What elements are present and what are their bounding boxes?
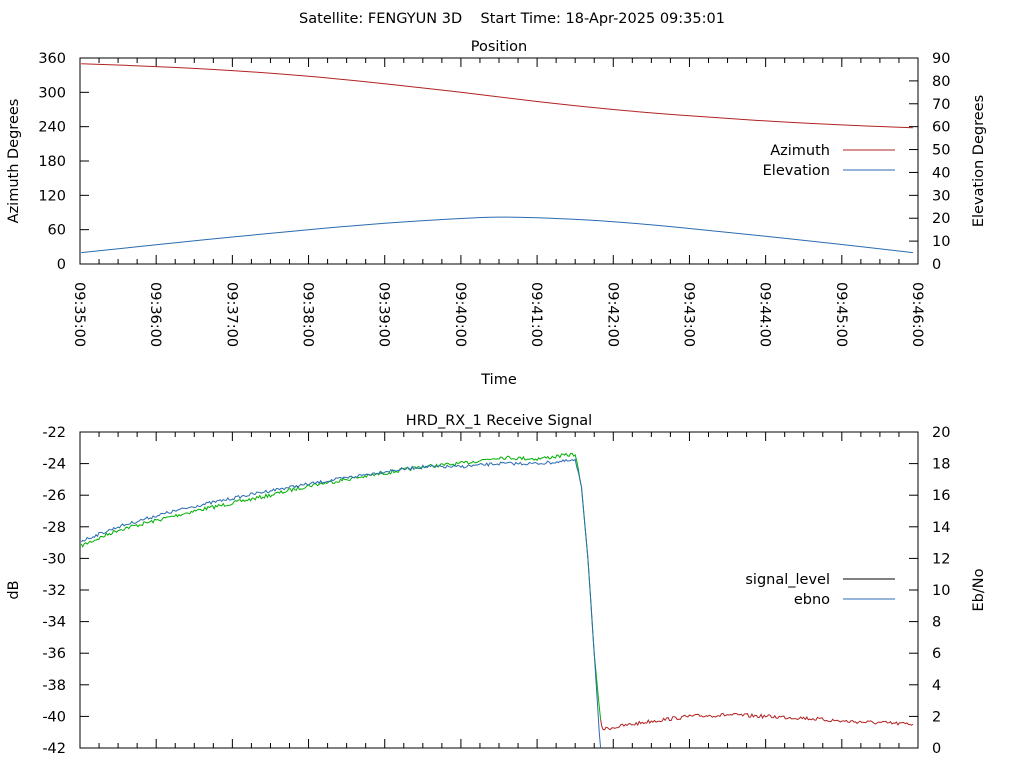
x-tick-label: 09:40:00 [452, 282, 468, 347]
y2-axis-label: Elevation Degrees [971, 95, 987, 227]
y2-axis-label: Eb/No [971, 568, 987, 611]
x-tick-label: 09:46:00 [909, 282, 925, 347]
series-line-Elevation [81, 216, 913, 254]
x-tick-label: 09:44:00 [757, 282, 773, 347]
y-tick-label: 0 [57, 257, 66, 273]
y2-tick-label: 70 [932, 97, 950, 113]
legend-label: Azimuth [770, 143, 830, 159]
y-axis-label: Azimuth Degrees [6, 99, 22, 224]
y-tick-label: -38 [42, 678, 66, 694]
y2-tick-label: 16 [932, 488, 950, 504]
legend-label: signal_level [745, 572, 830, 588]
y2-tick-label: 0 [932, 257, 941, 273]
plot-frame [79, 431, 919, 749]
chart-title: HRD_RX_1 Receive Signal [406, 413, 592, 429]
y2-tick-label: 6 [932, 646, 941, 662]
x-tick-label: 09:36:00 [147, 282, 163, 347]
y2-tick-label: 20 [932, 211, 950, 227]
series-line-signal_level [80, 452, 602, 720]
legend-label: Elevation [763, 163, 830, 179]
x-tick-label: 09:35:00 [71, 282, 87, 347]
y2-tick-label: 30 [932, 188, 950, 204]
y2-tick-label: 2 [932, 709, 941, 725]
y-axis-label: dB [6, 580, 22, 599]
page-title: Satellite: FENGYUN 3D Start Time: 18-Apr… [299, 11, 725, 27]
y-tick-label: 120 [38, 188, 66, 204]
y-tick-label: -32 [42, 583, 66, 599]
chart-title: Position [471, 39, 527, 55]
plot-frame [79, 57, 919, 265]
x-tick-label: 09:45:00 [833, 282, 849, 347]
x-tick-label: 09:43:00 [680, 282, 696, 347]
y-tick-label: 60 [48, 223, 66, 239]
y-tick-label: -22 [42, 425, 66, 441]
y2-tick-label: 60 [932, 120, 950, 136]
legend-label: ebno [794, 592, 830, 608]
y-tick-label: 240 [38, 120, 66, 136]
y-tick-label: -26 [42, 488, 66, 504]
series-line-Azimuth [81, 63, 913, 129]
y-tick-label: -28 [42, 520, 66, 536]
y2-tick-label: 50 [932, 143, 950, 159]
y2-tick-label: 10 [932, 234, 950, 250]
y-tick-label: 300 [38, 85, 66, 101]
y2-tick-label: 20 [932, 425, 950, 441]
series-line-ebno [80, 458, 602, 749]
y-tick-label: 360 [38, 51, 66, 67]
y2-tick-label: 12 [932, 551, 950, 567]
x-axis-label: Time [480, 372, 517, 388]
y-tick-label: -34 [42, 615, 66, 631]
y-tick-label: -40 [42, 709, 66, 725]
signal-chart: HRD_RX_1 Receive Signal -42 -40 -38 -36 -34 -3… [6, 413, 987, 757]
y-tick-label: 180 [38, 154, 66, 170]
y2-tick-label: 40 [932, 165, 950, 181]
x-tick-label: 09:38:00 [300, 282, 316, 347]
y-tick-label: -24 [42, 457, 66, 473]
y2-tick-label: 90 [932, 51, 950, 67]
position-chart: Position 0 60 120 180 240 300 360 0 10 20 30 40 50 60 7… [6, 39, 987, 388]
y2-tick-label: 80 [932, 74, 950, 90]
y-tick-label: -30 [42, 551, 66, 567]
y2-tick-label: 4 [932, 678, 941, 694]
y2-tick-label: 18 [932, 457, 950, 473]
y-tick-label: -42 [42, 741, 66, 757]
x-tick-label: 09:37:00 [223, 282, 239, 347]
y2-tick-label: 10 [932, 583, 950, 599]
y2-tick-label: 14 [932, 520, 950, 536]
x-tick-label: 09:41:00 [528, 282, 544, 347]
series-line-signal_level-lost [600, 712, 914, 731]
y2-tick-label: 0 [932, 741, 941, 757]
x-tick-label: 09:39:00 [376, 282, 392, 347]
y-tick-label: -36 [42, 646, 66, 662]
x-tick-label: 09:42:00 [604, 282, 620, 347]
y2-tick-label: 8 [932, 615, 941, 631]
